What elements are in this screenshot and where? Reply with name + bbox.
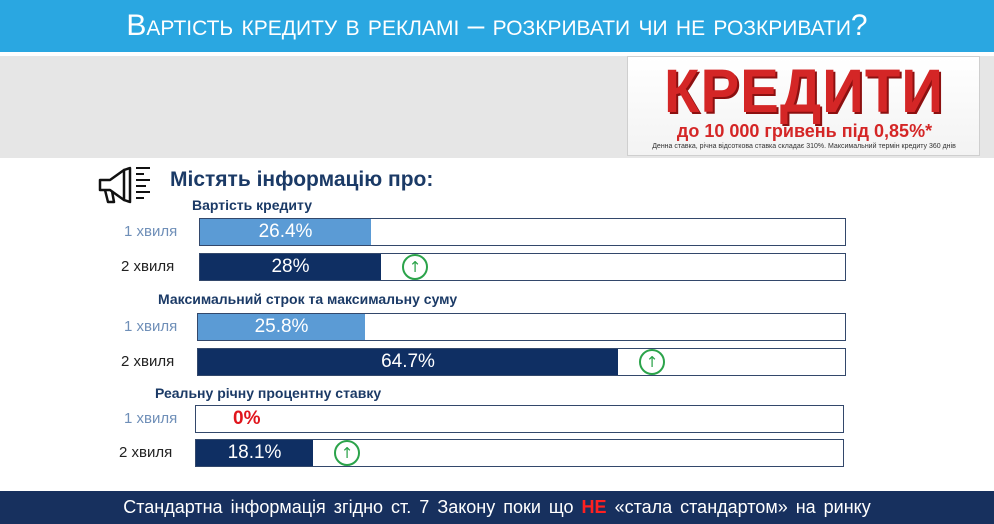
bar: 25.8%: [198, 314, 365, 340]
footer-emphasis: НЕ: [581, 497, 607, 517]
ad-footnote: Денна ставка, річна відсоткова ставка ск…: [652, 143, 956, 150]
bar-track: 18.1%: [195, 439, 844, 467]
bar: 18.1%: [196, 440, 313, 466]
credit-advertisement-image: КРЕДИТИ до 10 000 гривень під 0,85%* Ден…: [627, 56, 980, 156]
bar: 64.7%: [198, 349, 618, 375]
category-label: Реальну річну процентну ставку: [155, 385, 382, 401]
bar-track: 64.7%: [197, 348, 846, 376]
bar: 28%: [200, 254, 381, 280]
bar-track: [195, 405, 844, 433]
bar-track: 28%: [199, 253, 846, 281]
bar-value-label: 0%: [233, 408, 261, 429]
bar-track: 25.8%: [197, 313, 846, 341]
bar-track: 26.4%: [199, 218, 846, 246]
ad-headline: КРЕДИТИ: [664, 57, 944, 126]
wave-label: 1 хвиля: [124, 223, 178, 240]
footer-text-before: Стандартна інформація згідно ст. 7 Закон…: [123, 497, 582, 517]
footer-text-after: «стала стандартом» на ринку: [606, 497, 871, 517]
wave-label: 2 хвиля: [121, 353, 175, 370]
bar: 26.4%: [200, 219, 371, 245]
ad-subline: до 10 000 гривень під 0,85%*: [676, 121, 933, 141]
footer-banner: Стандартна інформація згідно ст. 7 Закон…: [0, 491, 994, 524]
wave-label: 1 хвиля: [124, 318, 178, 335]
arrow-up-circle-icon: ↑: [334, 440, 360, 466]
section-heading: Містять інформацію про:: [170, 168, 434, 191]
megaphone-icon: [92, 162, 156, 208]
wave-label: 1 хвиля: [124, 410, 178, 427]
category-label: Вартість кредиту: [192, 197, 312, 213]
slide-title: Вартість кредиту в рекламі – розкривати …: [0, 0, 994, 52]
arrow-up-circle-icon: ↑: [402, 254, 428, 280]
category-label: Максимальний строк та максимальну суму: [158, 291, 458, 307]
arrow-up-circle-icon: ↑: [639, 349, 665, 375]
wave-label: 2 хвиля: [121, 258, 175, 275]
wave-label: 2 хвиля: [119, 444, 173, 461]
